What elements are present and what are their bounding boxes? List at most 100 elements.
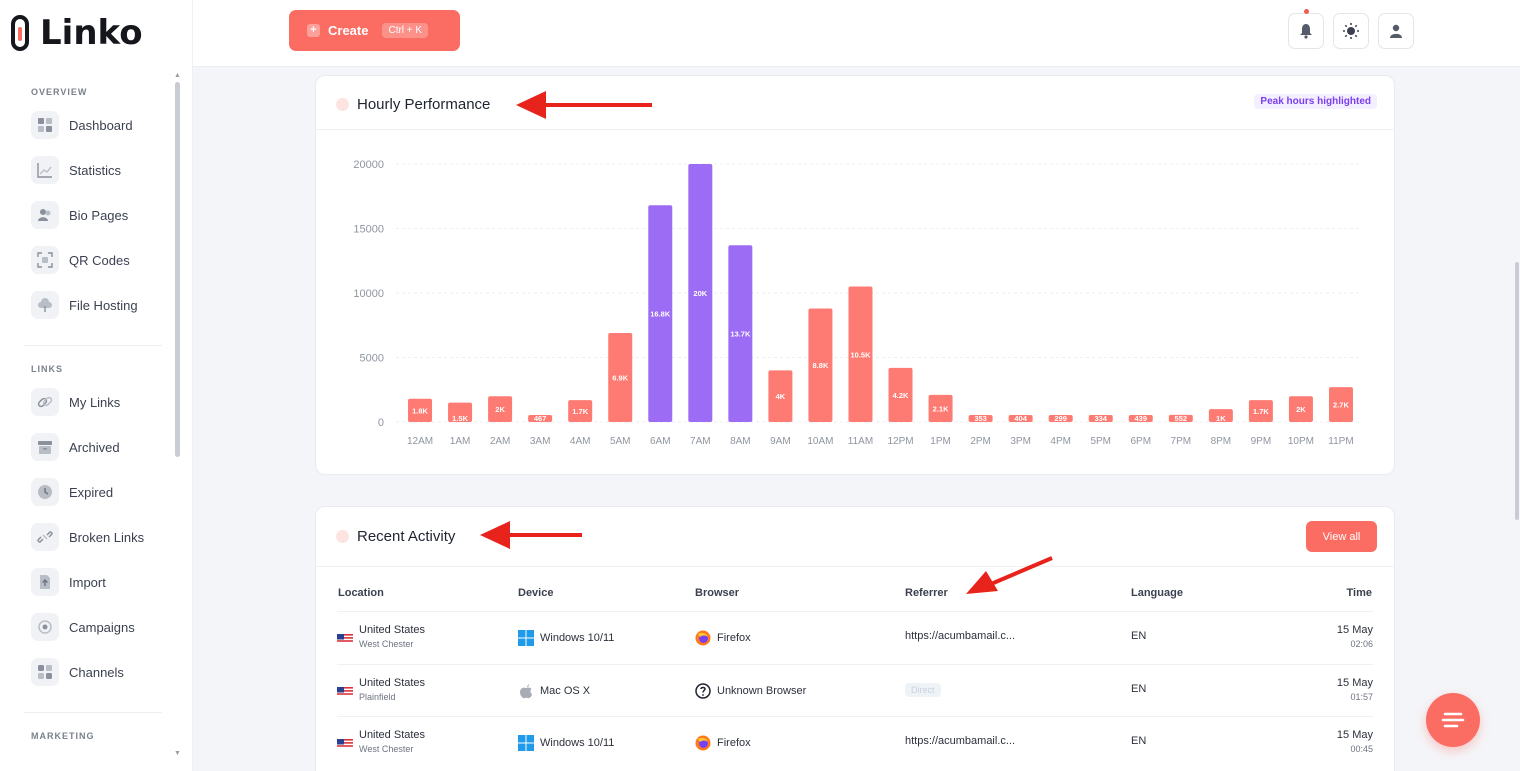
sidebar-item-label: Broken Links (69, 529, 145, 545)
notifications-button[interactable] (1288, 9, 1324, 49)
referrer-cell[interactable]: https://acumbamail.c... (905, 735, 1016, 747)
table-row[interactable]: United States West Chester Windows 10/11… (337, 716, 1373, 769)
bar[interactable] (1288, 396, 1313, 422)
data-label: 1K (1216, 414, 1226, 423)
table-row[interactable]: United States West Chester Windows 10/11… (337, 611, 1373, 664)
clock-icon (336, 98, 349, 111)
sidebar-item-bio-pages[interactable]: Bio Pages (31, 200, 171, 230)
x-tick-label: 12AM (407, 436, 433, 447)
windows-icon (518, 630, 534, 646)
data-label: 1.7K (1253, 407, 1269, 416)
grid-icon (31, 111, 59, 139)
column-header-browser[interactable]: Browser (695, 587, 740, 599)
bar[interactable] (528, 415, 553, 422)
bar[interactable] (968, 415, 993, 422)
sidebar-item-label: Statistics (69, 162, 122, 178)
sidebar-item-import[interactable]: Import (31, 567, 171, 597)
referrer-cell[interactable]: https://acumbamail.c... (905, 630, 1016, 642)
bar[interactable] (1008, 415, 1033, 422)
menu-fab-button[interactable] (1426, 693, 1480, 747)
bar[interactable] (568, 400, 593, 422)
card-header: Recent Activity View all (316, 507, 1394, 567)
device-name: Windows 10/11 (540, 737, 615, 749)
bar[interactable] (1088, 415, 1113, 422)
bar[interactable] (928, 394, 953, 422)
bar[interactable] (448, 402, 473, 422)
location-cell: United States West Chester (359, 729, 425, 754)
browser-cell: Firefox (695, 735, 751, 751)
annotation-arrow (480, 521, 582, 549)
theme-toggle-button[interactable] (1333, 13, 1369, 49)
sidebar-item-broken-links[interactable]: Broken Links (31, 522, 171, 552)
bar[interactable] (1048, 415, 1073, 422)
page-scrollbar[interactable] (1515, 262, 1519, 520)
bar[interactable] (888, 367, 913, 422)
notification-dot (1304, 9, 1309, 14)
bar[interactable] (648, 205, 673, 422)
bar[interactable] (1208, 409, 1233, 422)
us-flag-icon (337, 737, 353, 748)
device-name: Mac OS X (540, 685, 591, 697)
table-row[interactable]: United States Plainfield Mac OS X Unknow… (337, 664, 1373, 717)
scroll-down-icon[interactable]: ▼ (174, 750, 181, 757)
sidebar-item-dashboard[interactable]: Dashboard (31, 110, 171, 140)
clock-icon (336, 530, 349, 543)
data-label: 4K (776, 392, 786, 401)
scroll-up-icon[interactable]: ▲ (174, 72, 181, 79)
data-label: 2K (1296, 405, 1306, 414)
sidebar-scrollbar[interactable] (175, 82, 180, 457)
logo[interactable]: Linko (10, 12, 143, 54)
sidebar-item-file-hosting[interactable]: File Hosting (31, 290, 171, 320)
apple-icon (520, 684, 532, 699)
column-header-device[interactable]: Device (518, 587, 554, 599)
bar[interactable] (488, 396, 513, 422)
x-tick-label: 10AM (807, 436, 833, 447)
view-all-button[interactable]: View all (1306, 521, 1377, 552)
bar[interactable] (768, 370, 793, 422)
y-tick-label: 10000 (353, 288, 384, 300)
browser-name: Firefox (717, 737, 751, 749)
data-label: 4.2K (893, 391, 909, 400)
column-header-referrer[interactable]: Referrer (905, 587, 948, 599)
sidebar-item-archived[interactable]: Archived (31, 432, 171, 462)
location-cell: United States Plainfield (359, 677, 425, 702)
sidebar-item-statistics[interactable]: Statistics (31, 155, 171, 185)
data-label: 299 (1054, 414, 1067, 423)
data-label: 2.1K (933, 404, 949, 413)
sidebar-item-expired[interactable]: Expired (31, 477, 171, 507)
bar[interactable] (1128, 415, 1153, 422)
bar[interactable] (1168, 414, 1193, 422)
target-icon (31, 613, 59, 641)
bar[interactable] (808, 308, 833, 422)
nav-divider (24, 712, 162, 713)
bar[interactable] (608, 332, 633, 422)
data-label: 20K (693, 289, 707, 298)
column-header-language[interactable]: Language (1131, 587, 1183, 599)
brand-name: Linko (40, 13, 143, 53)
column-header-time[interactable]: Time (1346, 587, 1372, 599)
sidebar-item-channels[interactable]: Channels (31, 657, 171, 687)
sidebar-item-my-links[interactable]: My Links (31, 387, 171, 417)
city: West Chester (359, 639, 414, 649)
firefox-icon (695, 630, 711, 646)
bar[interactable] (408, 398, 433, 422)
bar[interactable] (728, 245, 753, 422)
data-label: 2K (495, 405, 505, 414)
x-tick-label: 9PM (1251, 436, 1272, 447)
user-menu-button[interactable] (1378, 13, 1414, 49)
sidebar-item-qr-codes[interactable]: QR Codes (31, 245, 171, 275)
bar[interactable] (1248, 400, 1273, 422)
sidebar-item-campaigns[interactable]: Campaigns (31, 612, 171, 642)
bar[interactable] (848, 286, 873, 422)
bar[interactable] (1328, 387, 1353, 422)
plus-icon: + (307, 24, 320, 37)
firefox-icon (695, 735, 711, 751)
language-cell: EN (1131, 630, 1147, 642)
bar[interactable] (688, 164, 713, 422)
x-tick-label: 3PM (1010, 436, 1031, 447)
column-header-location[interactable]: Location (338, 587, 384, 599)
create-button[interactable]: + Create Ctrl + K (289, 10, 460, 51)
data-label: 2.7K (1333, 401, 1349, 410)
device-cell: Windows 10/11 (518, 630, 614, 646)
referrer-cell: Direct (905, 683, 941, 697)
